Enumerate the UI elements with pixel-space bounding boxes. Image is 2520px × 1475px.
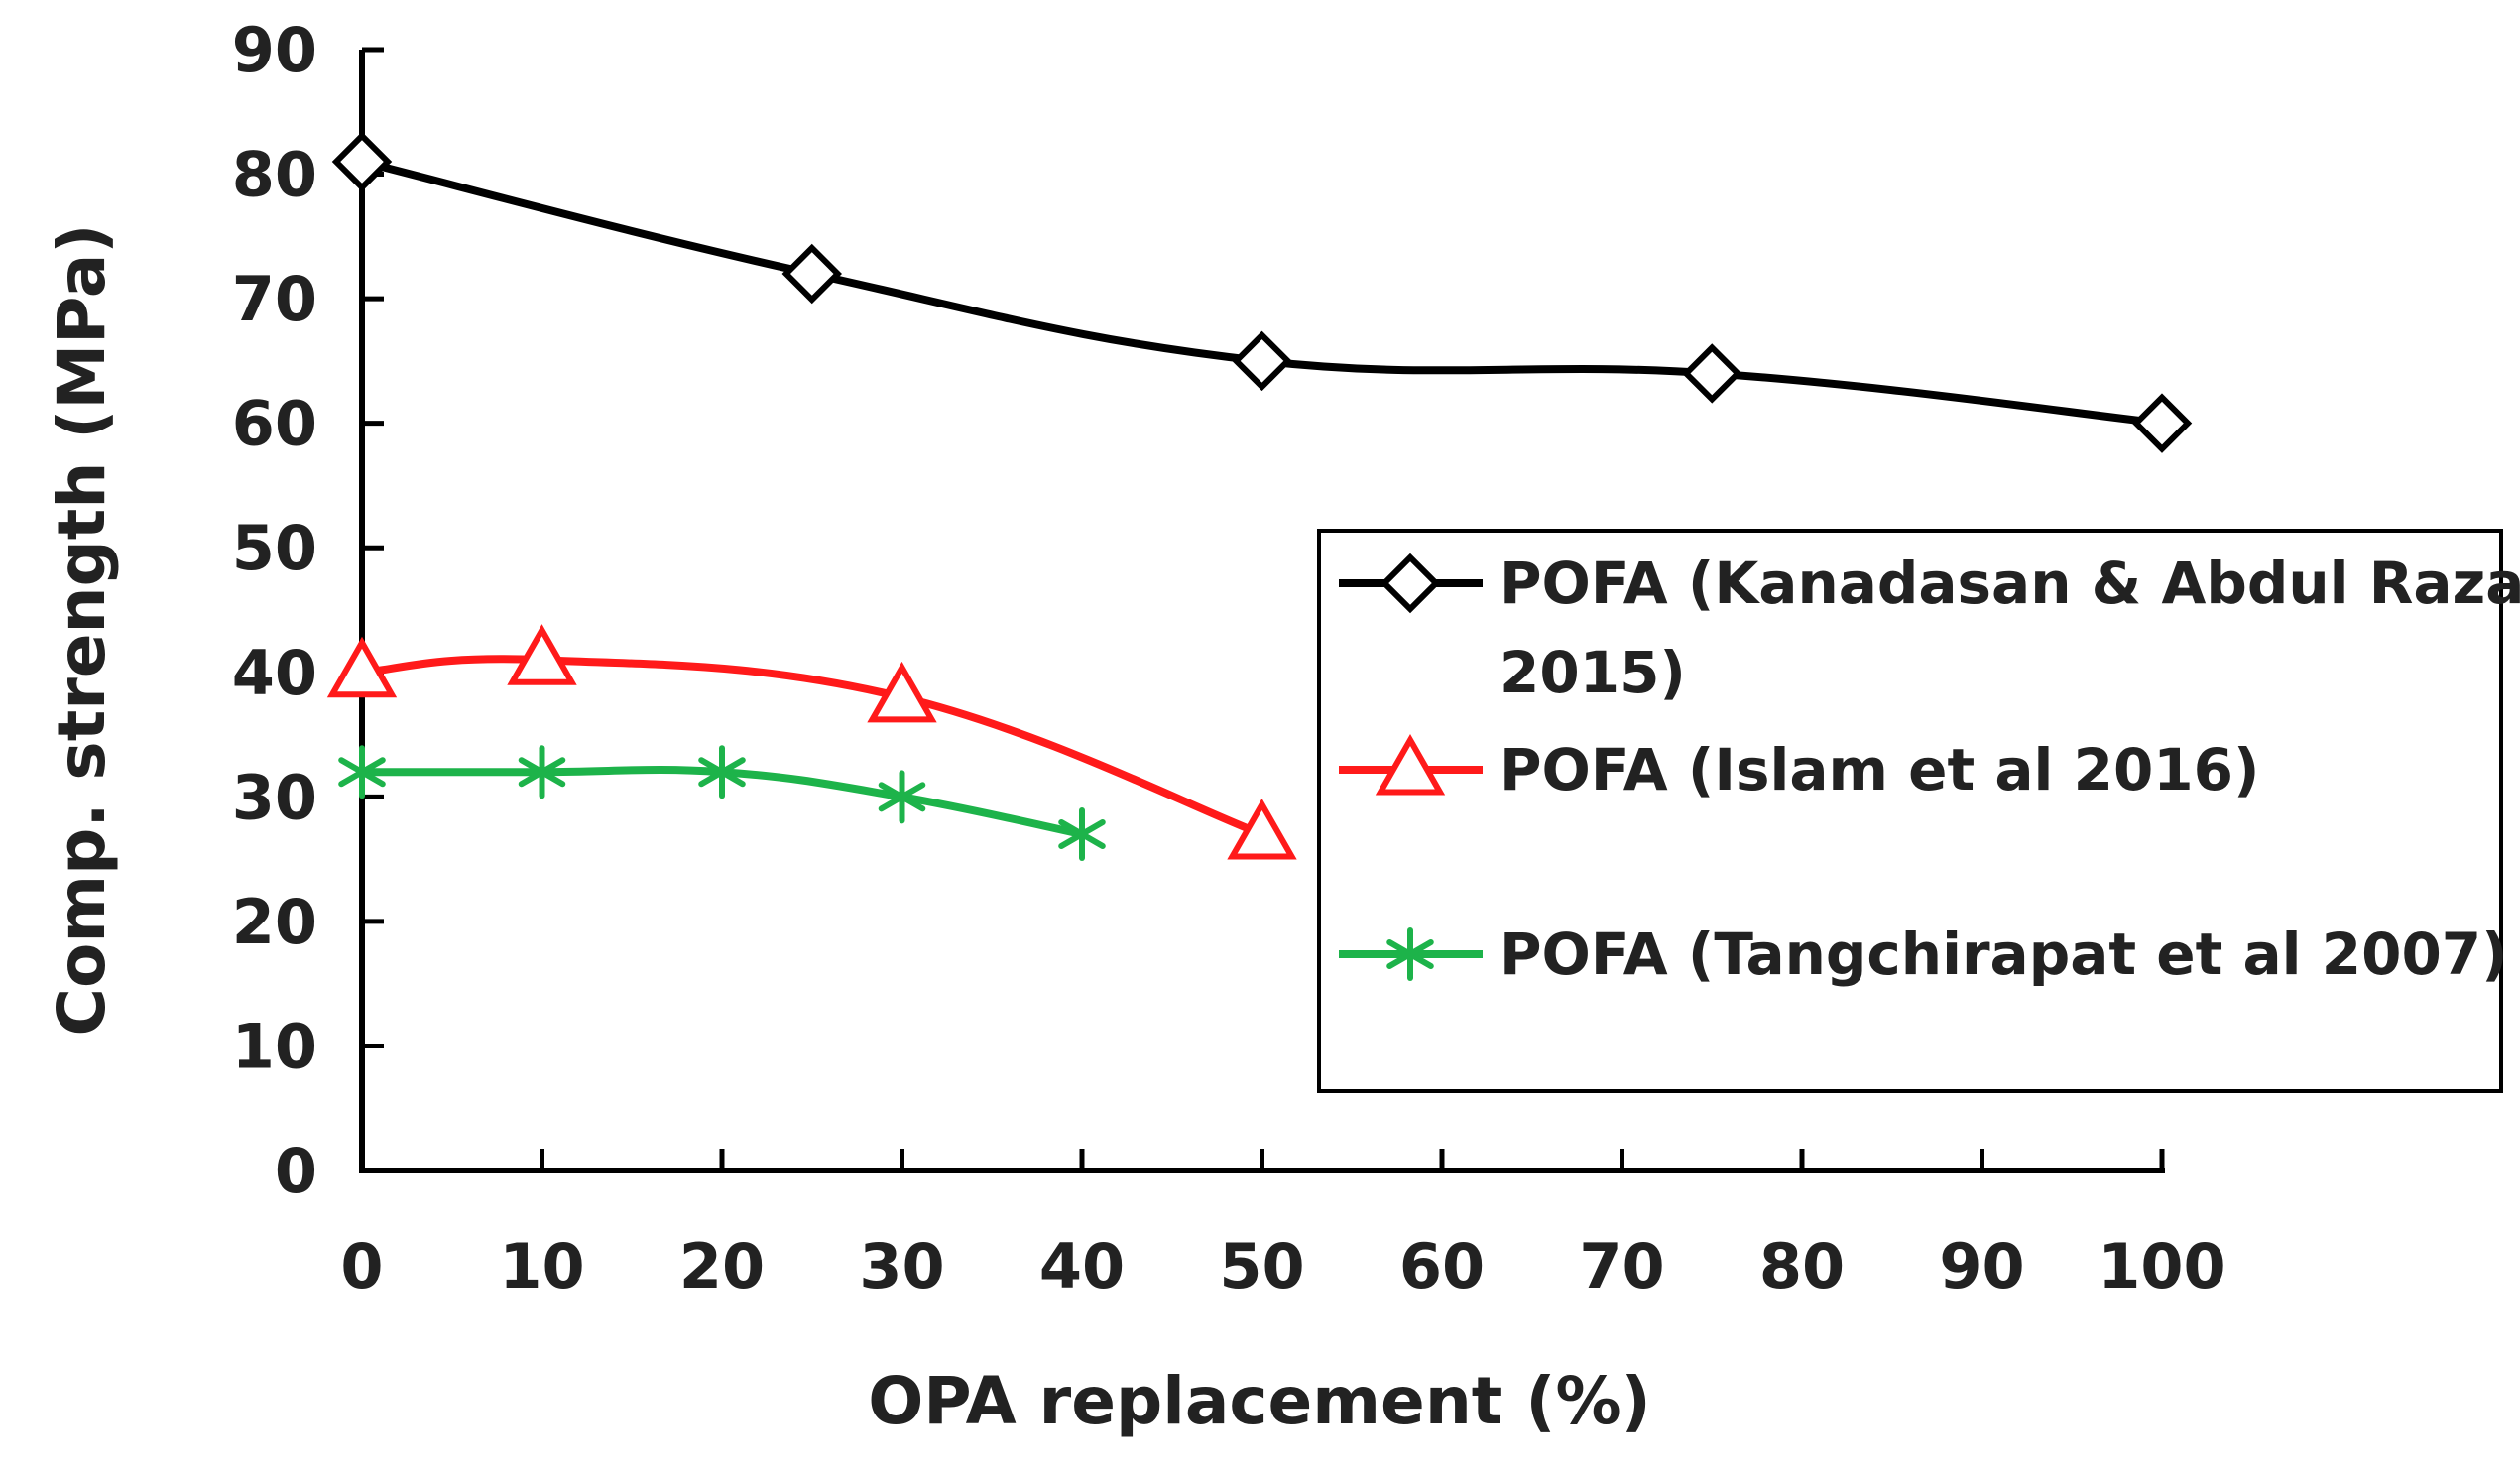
data-point bbox=[867, 661, 937, 723]
x-tick-label: 0 bbox=[340, 1230, 383, 1302]
y-tick-label: 0 bbox=[275, 1135, 317, 1207]
legend-marker bbox=[1380, 553, 1441, 614]
legend-entry-1: POFA (Islam et al 2016) bbox=[1339, 733, 2260, 803]
tick-labels: 0 10 20 30 40 50 60 70 80 90 0 10 20 30 40 50 60 70 80 90 10… bbox=[232, 14, 2226, 1302]
y-tick-label: 90 bbox=[232, 14, 317, 86]
data-point bbox=[781, 243, 842, 305]
x-tick-label: 60 bbox=[1399, 1230, 1485, 1302]
legend-entry-0: POFA (Kanadasan & Abdul Razak 2015) bbox=[1339, 550, 2520, 706]
legend-label: 2015) bbox=[1500, 639, 1686, 706]
y-tick-label: 20 bbox=[232, 886, 317, 958]
legend-label: POFA (Tangchirapat et al 2007) bbox=[1500, 921, 2508, 988]
y-tick-label: 10 bbox=[232, 1010, 317, 1082]
legend-marker bbox=[1386, 927, 1434, 981]
x-tick-label: 80 bbox=[1759, 1230, 1845, 1302]
axes bbox=[359, 47, 2165, 1173]
x-tick-label: 30 bbox=[859, 1230, 944, 1302]
data-point bbox=[1227, 798, 1297, 860]
data-point bbox=[1682, 343, 1742, 404]
series-layer bbox=[326, 131, 2193, 861]
y-tick-label: 40 bbox=[232, 637, 317, 709]
data-point bbox=[331, 131, 393, 192]
x-axis-title: OPA replacement (%) bbox=[868, 1363, 1651, 1439]
y-tick-label: 30 bbox=[232, 761, 317, 833]
y-tick-label: 60 bbox=[232, 388, 317, 460]
series-1 bbox=[326, 624, 1297, 860]
data-point bbox=[326, 636, 398, 698]
series-line bbox=[361, 655, 1263, 838]
y-tick-label: 80 bbox=[232, 139, 317, 211]
y-tick-label: 70 bbox=[232, 263, 317, 335]
data-point bbox=[698, 745, 746, 799]
legend-label: POFA (Islam et al 2016) bbox=[1500, 736, 2260, 803]
data-point bbox=[507, 624, 577, 685]
legend-label: POFA (Kanadasan & Abdul Razak bbox=[1500, 550, 2520, 617]
x-tick-label: 70 bbox=[1579, 1230, 1664, 1302]
x-tick-label: 90 bbox=[1939, 1230, 2024, 1302]
data-point bbox=[518, 745, 566, 799]
data-point bbox=[2131, 393, 2193, 453]
x-tick-label: 100 bbox=[2098, 1230, 2225, 1302]
x-tick-label: 10 bbox=[499, 1230, 584, 1302]
data-point bbox=[1232, 330, 1292, 392]
series-2 bbox=[338, 745, 1106, 861]
legend-marker bbox=[1375, 733, 1446, 796]
legend-entry-2: POFA (Tangchirapat et al 2007) bbox=[1339, 921, 2508, 988]
data-point bbox=[338, 745, 386, 799]
x-tick-label: 20 bbox=[679, 1230, 765, 1302]
data-point bbox=[1058, 807, 1106, 861]
legend-box bbox=[1317, 529, 2503, 1093]
y-tick-label: 50 bbox=[232, 512, 317, 584]
y-axis-title: Comp. strength (MPa) bbox=[44, 224, 120, 1037]
x-tick-label: 50 bbox=[1219, 1230, 1304, 1302]
series-0 bbox=[331, 131, 2193, 453]
data-point bbox=[878, 770, 926, 824]
x-tick-label: 40 bbox=[1039, 1230, 1125, 1302]
